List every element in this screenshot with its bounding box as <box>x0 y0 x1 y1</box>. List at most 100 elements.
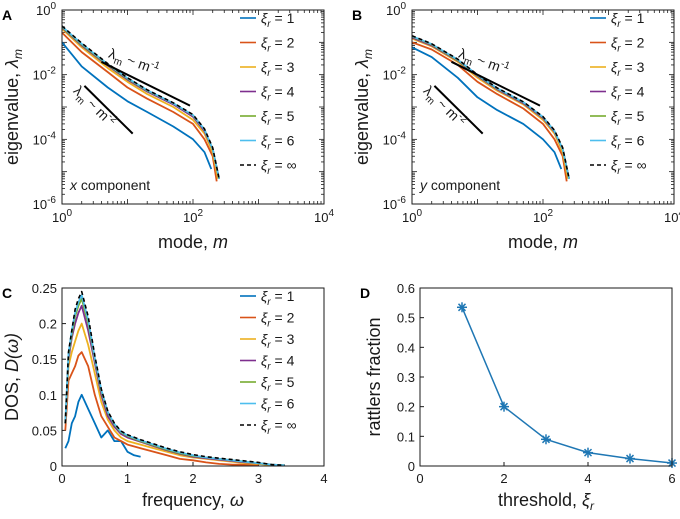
panel-d-y-tick-label: 0.2 <box>397 400 415 415</box>
panel-b-label: B <box>352 7 362 23</box>
panel-b-series-1 <box>411 46 563 170</box>
panel-c-y-tick-label: 0.25 <box>32 281 57 296</box>
panel-a-x-tick-label: 104 <box>314 208 334 225</box>
panel-d-frame <box>419 287 673 467</box>
panel-c-x-tick-label: 2 <box>189 471 196 486</box>
panel-b-legend-entry-4: ξr = 4 <box>611 84 645 104</box>
panel-c: C 0 1 2 3 4 0 0.05 0.1 0.15 0.2 0.25 frequency, ω DOS… <box>2 281 328 510</box>
panel-a-series-3 <box>61 28 219 179</box>
panel-d-marker-3 <box>541 434 551 445</box>
panel-c-y-tick-label: 0.05 <box>32 423 57 438</box>
panel-c-series-2 <box>64 351 259 467</box>
panel-a-frame <box>61 9 325 205</box>
panel-a: A 100 102 104 100 10-2 10-4 10-6 λm ~ m-1λm ~ m-… <box>2 1 334 252</box>
panel-a-slope-m2-line <box>83 85 134 135</box>
panel-c-y-tick-label: 0 <box>50 459 57 474</box>
panel-a-label: A <box>2 7 12 23</box>
panel-d-xlabel: threshold, ξr <box>498 490 595 513</box>
panel-d-y-tick-label: 0.5 <box>397 311 415 326</box>
panel-a-legend-entry-3: ξr = 3 <box>261 59 295 79</box>
panel-a-slope-m1-line <box>100 60 191 107</box>
panel-d-label: D <box>360 285 370 301</box>
panel-c-legend-entry-5: ξr = 5 <box>261 374 295 394</box>
panel-b-legend-entry-3: ξr = 3 <box>611 59 645 79</box>
panel-a-ylabel: eigenvalue, λm <box>2 49 25 165</box>
panel-b-y-tick-label: 100 <box>386 1 406 18</box>
panel-d-marker-4 <box>583 447 593 458</box>
panel-d-y-tick-label: 0.4 <box>397 340 415 355</box>
panel-a-y-tick-label: 10-6 <box>33 195 57 212</box>
panel-a-legend-entry-7: ξr = ∞ <box>261 157 297 177</box>
panel-b-series-7 <box>411 34 570 179</box>
panel-d-x-tick-label: 2 <box>500 471 507 486</box>
panel-b-y-tick-label: 10-4 <box>383 130 407 147</box>
panel-c-y-tick-label: 0.1 <box>39 388 57 403</box>
panel-b-y-tick-label: 10-2 <box>383 66 407 83</box>
panel-a-legend-entry-4: ξr = 4 <box>261 84 295 104</box>
panel-b-annotation-m1: λm ~ m-1 <box>455 44 511 82</box>
panel-a-annotation-m2: λm ~ m-2 <box>68 82 120 133</box>
panel-a-y-tick-label: 10-4 <box>33 130 57 147</box>
panel-b-legend-entry-7: ξr = ∞ <box>611 157 647 177</box>
panel-a-legend-entry-5: ξr = 5 <box>261 108 295 128</box>
panel-b-y-tick-label: 10-6 <box>383 195 407 212</box>
panel-c-legend-entry-6: ξr = 6 <box>261 396 295 416</box>
panel-b-x-tick-label: 104 <box>664 208 680 225</box>
panel-c-label: C <box>2 285 12 301</box>
marker-stroke <box>499 402 509 411</box>
panel-d-y-tick-label: 0 <box>408 459 415 474</box>
marker-stroke <box>457 303 467 312</box>
panel-b-component-label: y component <box>419 177 500 193</box>
panel-a-y-tick-label: 10-2 <box>33 66 57 83</box>
panel-d-x-tick-label: 0 <box>416 471 423 486</box>
panel-d: D 0 2 4 6 0 0.1 0.2 0.3 0.4 0.5 0.6 threshold, ξr rat… <box>360 281 677 513</box>
panel-c-legend-entry-4: ξr = 4 <box>261 353 295 373</box>
panel-c-series-7 <box>64 290 285 467</box>
marker-stroke <box>541 435 551 444</box>
panel-c-legend-entry-7: ξr = ∞ <box>261 417 297 437</box>
panel-a-series-1 <box>61 41 213 170</box>
panel-a-xlabel: mode, m <box>158 232 228 252</box>
panel-b-x-tick-label: 102 <box>533 208 553 225</box>
panel-c-x-tick-label: 0 <box>58 471 65 486</box>
panel-d-y-tick-label: 0.6 <box>397 281 415 296</box>
panel-c-y-tick-label: 0.15 <box>32 352 57 367</box>
panel-c-series-3 <box>64 322 272 467</box>
panel-c-legend-entry-3: ξr = 3 <box>261 331 295 351</box>
panel-b-legend-entry-5: ξr = 5 <box>611 108 645 128</box>
panel-d-y-tick-label: 0.3 <box>397 370 415 385</box>
panel-c-series-1 <box>64 393 141 458</box>
panel-b-ylabel: eigenvalue, λm <box>352 49 375 165</box>
panel-d-y-tick-label: 0.1 <box>397 429 415 444</box>
panel-d-x-tick-label: 4 <box>584 471 591 486</box>
panel-d-marker-2 <box>499 401 509 412</box>
panel-c-legend-entry-1: ξr = 1 <box>261 288 295 308</box>
panel-c-legend-entry-2: ξr = 2 <box>261 310 295 330</box>
panel-d-marker-5 <box>625 453 635 464</box>
panel-b-frame <box>411 9 675 205</box>
panel-a-x-tick-label: 100 <box>52 208 72 225</box>
panel-c-y-tick-label: 0.2 <box>39 317 57 332</box>
panel-d-ylabel: rattlers fraction <box>364 317 384 436</box>
panel-c-x-tick-label: 4 <box>320 471 327 486</box>
panel-a-legend-entry-6: ξr = 6 <box>261 133 295 153</box>
panel-c-xlabel: frequency, ω <box>142 490 244 510</box>
panel-c-x-tick-label: 1 <box>124 471 131 486</box>
panel-c-x-tick-label: 3 <box>255 471 262 486</box>
panel-b-x-tick-label: 100 <box>402 208 422 225</box>
panel-b-legend-entry-2: ξr = 2 <box>611 35 645 55</box>
panel-c-frame <box>61 287 325 467</box>
panel-a-series-2 <box>61 31 218 182</box>
marker-stroke <box>625 454 635 463</box>
panel-a-legend-entry-1: ξr = 1 <box>261 10 295 30</box>
panel-a-legend-entry-2: ξr = 2 <box>261 35 295 55</box>
panel-b-annotation-m2: λm ~ m-2 <box>418 82 470 133</box>
panel-d-marker-1 <box>457 302 467 313</box>
panel-c-ylabel: DOS, D(ω) <box>2 333 22 421</box>
panel-a-y-tick-label: 100 <box>36 1 56 18</box>
panel-b-slope-m1-line <box>450 60 541 107</box>
marker-stroke <box>583 448 593 457</box>
panel-a-component-label: x component <box>69 177 150 193</box>
panel-b-xlabel: mode, m <box>508 232 578 252</box>
